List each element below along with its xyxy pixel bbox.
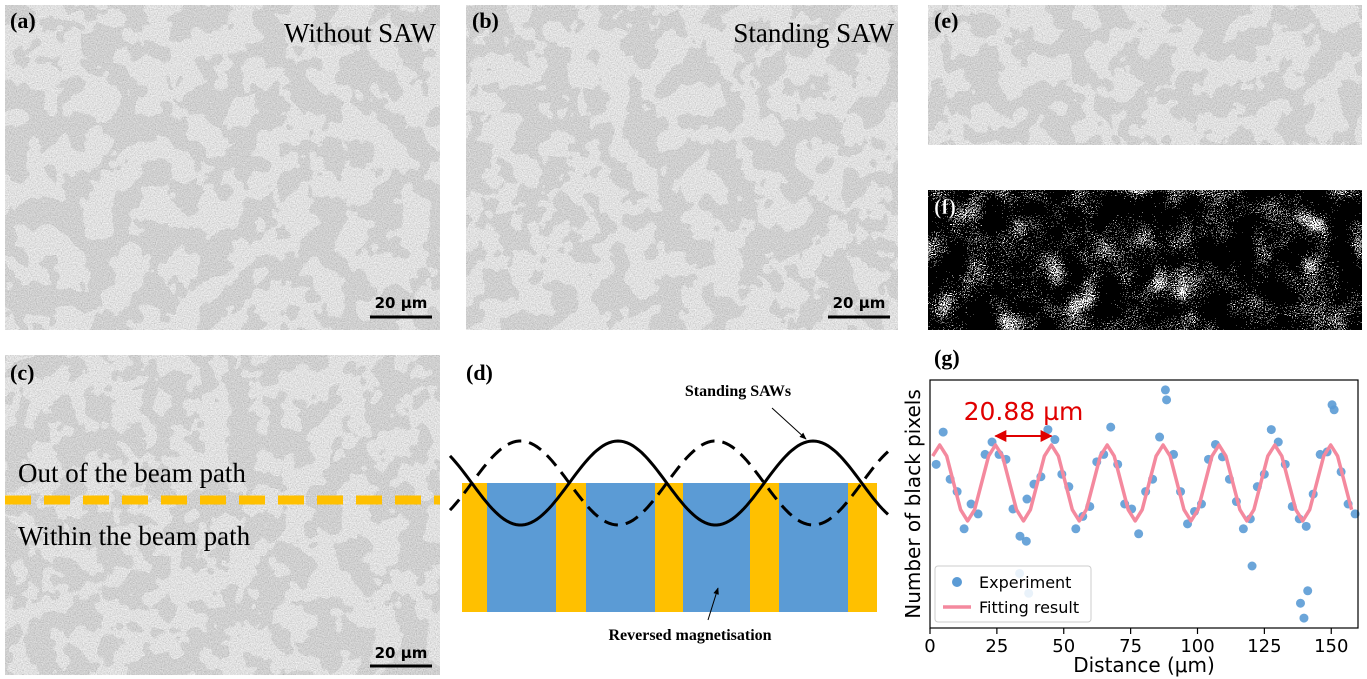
- pointer: [772, 408, 806, 439]
- point: [960, 524, 969, 533]
- binarized-image: [928, 190, 1362, 330]
- magnetisation-stripes: [462, 483, 877, 612]
- point: [1050, 435, 1059, 444]
- panel-label: (d): [466, 360, 493, 385]
- point: [1303, 586, 1312, 595]
- x-tick-label: 150: [1314, 636, 1348, 657]
- panel-label: (e): [934, 8, 958, 33]
- point: [1296, 599, 1305, 608]
- panel-label: (f): [934, 194, 956, 219]
- panel-label: (a): [10, 8, 36, 33]
- panel-title: Without SAW: [284, 18, 437, 48]
- point: [932, 460, 941, 469]
- point: [1239, 524, 1248, 533]
- scale-bar-label: 20 µm: [833, 294, 886, 312]
- yellow-stripe: [462, 483, 487, 612]
- yellow-stripe: [556, 483, 586, 612]
- x-tick-label: 25: [985, 636, 1008, 657]
- micrograph: [928, 5, 1362, 145]
- point: [1106, 423, 1115, 432]
- panel-label: (g): [934, 345, 960, 370]
- legend-label: Experiment: [979, 573, 1071, 592]
- point: [1328, 400, 1337, 409]
- point: [1162, 395, 1171, 404]
- panel-title: Standing SAW: [733, 18, 894, 48]
- point: [1299, 614, 1308, 623]
- region-label: Out of the beam path: [18, 458, 246, 488]
- scale-bar-label: 20 µm: [375, 644, 428, 662]
- point: [1267, 425, 1276, 434]
- panel-label: (b): [472, 8, 499, 33]
- point: [1161, 385, 1170, 394]
- micrograph: [5, 355, 440, 675]
- yellow-stripe: [655, 483, 683, 612]
- point: [1043, 425, 1052, 434]
- point: [1071, 524, 1080, 533]
- micrograph: [466, 5, 898, 330]
- x-tick-label: 0: [924, 636, 935, 657]
- scale-bar-label: 20 µm: [375, 294, 428, 312]
- legend-label: Fitting result: [979, 598, 1079, 617]
- figure: (a) Without SAW 20 µm (b) Standing SAW 2…: [0, 0, 1367, 679]
- stripe-label: Reversed magnetisation: [608, 627, 771, 644]
- point: [939, 428, 948, 437]
- panel-label: (c): [10, 360, 34, 385]
- x-tick-label: 125: [1247, 636, 1281, 657]
- annotation: 20.88 µm: [964, 397, 1084, 426]
- point: [1134, 529, 1143, 538]
- region-label: Within the beam path: [18, 521, 251, 551]
- legend-swatch: [952, 577, 962, 587]
- x-axis-label: Distance (μm): [1073, 653, 1215, 677]
- point: [1302, 522, 1311, 531]
- wave-label: Standing SAWs: [685, 383, 791, 400]
- point: [1022, 537, 1031, 546]
- yellow-stripe: [750, 483, 779, 612]
- y-axis-label: Number of black pixels: [901, 389, 925, 619]
- point: [1248, 562, 1257, 571]
- point: [1155, 433, 1164, 442]
- micrograph: [5, 5, 440, 330]
- point: [1022, 495, 1031, 504]
- x-tick-label: 50: [1052, 636, 1075, 657]
- yellow-stripe: [848, 483, 877, 612]
